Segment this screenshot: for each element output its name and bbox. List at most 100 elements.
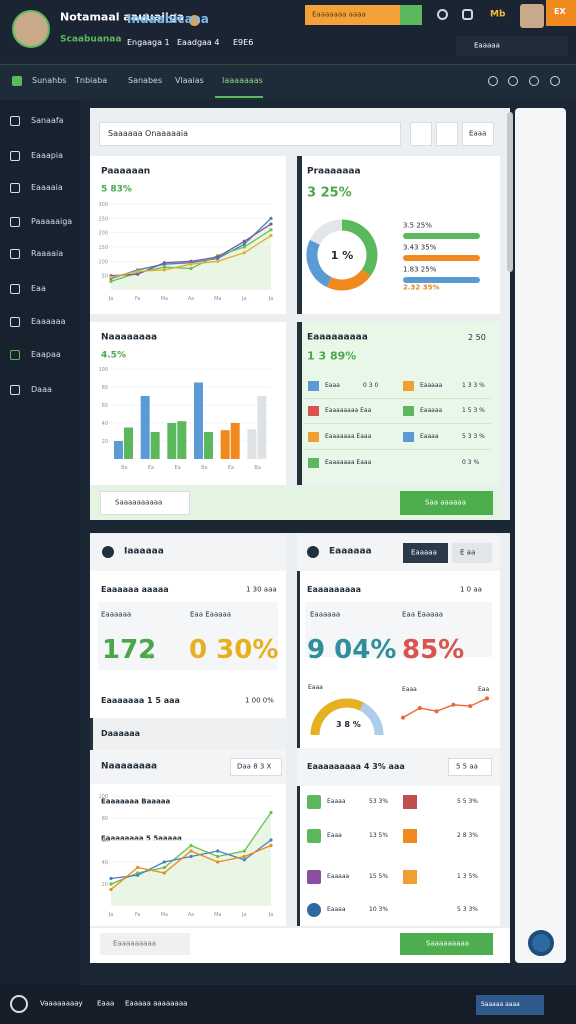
bar <box>150 432 160 459</box>
fab[interactable] <box>528 930 554 956</box>
sidebar-icon[interactable] <box>10 217 20 227</box>
scrollbar[interactable] <box>507 112 513 272</box>
row-divider <box>303 398 491 399</box>
panel-subtitle: Eaaaaaaaaa <box>307 585 362 594</box>
primary-button[interactable] <box>400 491 493 515</box>
row-name: Eaaaaaaa Eaaa <box>325 433 372 440</box>
tool-button[interactable] <box>410 122 432 146</box>
nav-icon[interactable] <box>488 76 498 86</box>
nav-icon[interactable] <box>550 76 560 86</box>
point <box>242 251 246 255</box>
legend-bar <box>403 277 480 283</box>
tool-button[interactable] <box>462 122 494 146</box>
right-rail <box>515 108 566 963</box>
area <box>111 218 271 290</box>
nav-item: Vlaaias <box>175 76 204 85</box>
footer-link: Eaaaaa aaaaaaaa <box>125 999 188 1008</box>
stat-box <box>305 602 492 657</box>
point <box>109 882 113 886</box>
sidebar-icon[interactable] <box>10 284 20 294</box>
x-tick-label: Fa <box>135 912 140 918</box>
point <box>136 272 140 276</box>
button-label: 5 5 aa <box>456 762 478 771</box>
row-name: Eaaa <box>325 382 340 389</box>
corner-label: EX <box>554 7 566 16</box>
y-tick-label: 300 <box>98 202 108 208</box>
sidebar-item: Sanaafa <box>31 116 64 125</box>
x-tick-label: Ja <box>241 912 247 918</box>
point <box>242 849 246 853</box>
filter-button[interactable] <box>448 758 492 776</box>
sidebar-icon[interactable] <box>10 151 20 161</box>
tab-button[interactable] <box>403 543 448 563</box>
y-tick-label: 40 <box>102 421 108 427</box>
nav-icon[interactable] <box>508 76 518 86</box>
x-tick-label: Ea <box>228 465 234 471</box>
row-value: 5 5 3% <box>457 798 478 805</box>
legend-bar <box>403 233 480 239</box>
user-avatar[interactable] <box>520 4 544 28</box>
point <box>136 865 140 870</box>
button-label: Saa aaaaaa <box>425 498 466 507</box>
bar <box>194 382 203 459</box>
tab-button[interactable] <box>452 543 492 563</box>
search-input[interactable] <box>99 122 401 146</box>
panel-title: Paaaaaan <box>101 166 151 177</box>
x-tick-label: Ba <box>201 465 208 471</box>
tool-button[interactable] <box>436 122 458 146</box>
point <box>242 858 246 862</box>
filter-button[interactable] <box>230 758 282 776</box>
sidebar-icon[interactable] <box>10 116 20 126</box>
header-tab: Engaaga 1 <box>127 38 170 47</box>
primary-button[interactable] <box>400 933 493 955</box>
search-button[interactable] <box>400 5 422 25</box>
sidebar-icon[interactable] <box>10 350 20 360</box>
corner-badge[interactable] <box>546 0 576 26</box>
legend-entry: 3.43 35% <box>403 243 437 252</box>
sidebar-icon[interactable] <box>10 249 20 259</box>
panel-subtitle: Eaaaaaa aaaaa <box>101 585 169 594</box>
point <box>242 239 246 243</box>
app-title: Notamaal aauuajiga <box>60 10 185 24</box>
point <box>242 242 246 246</box>
icon[interactable] <box>462 9 473 20</box>
brand: Indaabicaaa <box>127 12 209 26</box>
panel-stat: 4.5% <box>101 350 126 361</box>
chart-label: Eaaaaaaa Baaaaa <box>101 797 171 806</box>
point <box>269 216 273 220</box>
sidebar-icon[interactable] <box>10 385 20 395</box>
secondary-button[interactable] <box>100 491 190 515</box>
y-tick-label: 60 <box>102 403 108 409</box>
point <box>434 709 439 714</box>
row-value: 2 8 3% <box>457 832 478 839</box>
footer-button[interactable] <box>476 995 544 1015</box>
shortcut: Mb <box>490 9 506 20</box>
point <box>189 262 193 266</box>
row-icon <box>307 903 321 917</box>
section-title: Daaaaaa <box>101 729 141 738</box>
nav-item: Sanabes <box>128 76 163 85</box>
x-tick-label: Ma <box>161 912 168 918</box>
row-value: 1 3 5% <box>457 873 478 880</box>
x-tick-label: Ea <box>175 465 181 471</box>
search-box[interactable] <box>305 5 400 25</box>
donut-segment <box>326 269 371 291</box>
y-tick-label: 100 <box>98 794 108 800</box>
avatar[interactable] <box>12 10 50 48</box>
secondary-button[interactable] <box>100 933 190 955</box>
panel-stat: 3 25% <box>307 185 352 201</box>
nav-icon[interactable] <box>529 76 539 86</box>
row-name: Eaaaa <box>327 906 346 913</box>
sidebar-icon[interactable] <box>10 317 20 327</box>
bar <box>230 423 240 459</box>
row-name: Eaaaaa <box>420 382 443 389</box>
row-icon <box>308 432 319 442</box>
sidebar-icon[interactable] <box>10 183 20 193</box>
y-tick-label: 150 <box>98 245 108 251</box>
point <box>189 259 193 263</box>
user-menu[interactable] <box>456 36 568 56</box>
nav-icon <box>12 76 22 86</box>
legend-entry: 1.83 25% <box>403 265 437 274</box>
sidebar-item: Daaa <box>31 385 52 394</box>
icon[interactable] <box>437 9 448 20</box>
